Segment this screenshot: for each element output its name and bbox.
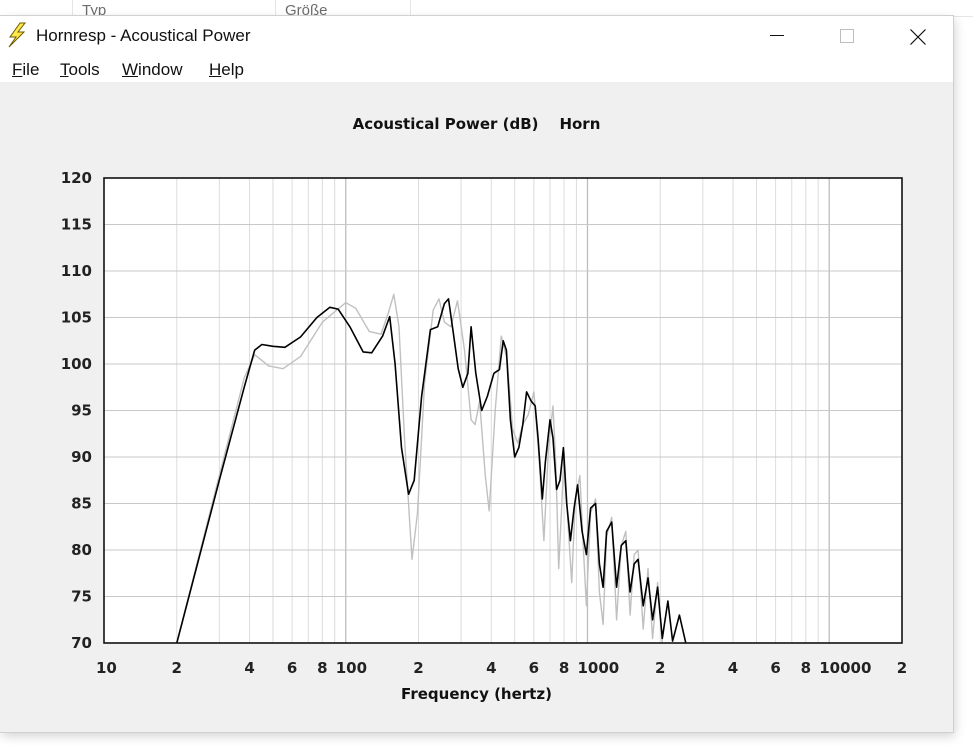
- x-tick-label: 10000: [819, 659, 871, 677]
- y-tick-label: 120: [61, 169, 92, 187]
- x-axis-label: Frequency (hertz): [401, 685, 552, 703]
- menu-help[interactable]: Help: [209, 60, 244, 79]
- x-tick-label: 2: [897, 659, 907, 677]
- x-tick-label: 6: [287, 659, 297, 677]
- chart-subtitle: Horn: [559, 115, 601, 133]
- menu-window[interactable]: Window: [122, 60, 183, 79]
- menu-bar: File Tools Window Help: [0, 56, 953, 82]
- column-header-type[interactable]: Typ: [82, 2, 107, 19]
- x-tick-label: 6: [770, 659, 780, 677]
- maximize-icon: [840, 29, 854, 43]
- column-divider: [72, 0, 73, 16]
- close-icon: [910, 29, 926, 45]
- x-tick-label: 4: [728, 659, 738, 677]
- column-header-size[interactable]: Größe: [285, 2, 328, 19]
- y-tick-label: 80: [71, 541, 92, 559]
- x-tick-label: 2: [172, 659, 182, 677]
- x-tick-label: 2: [413, 659, 423, 677]
- column-divider: [410, 0, 411, 16]
- x-tick-label: 100: [336, 659, 367, 677]
- title-bar[interactable]: Hornresp - Acoustical Power: [0, 16, 953, 56]
- chart-title: Acoustical Power (dB) Horn: [0, 115, 953, 133]
- y-tick-label: 105: [61, 309, 92, 327]
- y-tick-label: 100: [61, 355, 92, 373]
- chart-title-text: Acoustical Power (dB): [352, 115, 539, 133]
- minimize-button[interactable]: [742, 16, 812, 56]
- minimize-icon: [770, 35, 784, 36]
- y-tick-label: 85: [71, 495, 92, 513]
- menu-file[interactable]: File: [12, 60, 40, 79]
- y-tick-label: 90: [71, 448, 92, 466]
- x-tick-label: 8: [801, 659, 811, 677]
- x-tick-label: 10: [96, 659, 117, 677]
- y-tick-label: 75: [71, 588, 92, 606]
- y-tick-label: 95: [71, 402, 92, 420]
- series-line-primary: [176, 298, 687, 643]
- lightning-bolt-icon: [8, 22, 27, 48]
- hornresp-window: Hornresp - Acoustical Power File Tools W…: [0, 16, 953, 732]
- chart-area: Acoustical Power (dB) Horn 70 75 80 85 90 95 1…: [0, 82, 953, 732]
- menu-tools[interactable]: Tools: [60, 60, 100, 79]
- x-tick-label: 4: [486, 659, 496, 677]
- plot-border: [103, 177, 903, 644]
- x-tick-label: 6: [529, 659, 539, 677]
- window-title: Hornresp - Acoustical Power: [36, 26, 251, 45]
- x-tick-label: 1000: [577, 659, 619, 677]
- x-tick-label: 2: [655, 659, 665, 677]
- close-button[interactable]: [882, 16, 952, 56]
- x-tick-label: 8: [317, 659, 327, 677]
- x-tick-label: 4: [244, 659, 254, 677]
- column-divider: [275, 0, 276, 16]
- y-tick-label: 115: [61, 216, 92, 234]
- y-tick-label: 110: [61, 262, 92, 280]
- x-tick-label: 8: [559, 659, 569, 677]
- background-window-header: Typ Größe: [0, 0, 973, 19]
- maximize-button[interactable]: [812, 16, 882, 56]
- y-tick-label: 70: [71, 634, 92, 652]
- acoustical-power-chart: 70 75 80 85 90 95 100 105 110 115 120 10 2 4 6 8 100 2 4 6 8…: [61, 169, 908, 677]
